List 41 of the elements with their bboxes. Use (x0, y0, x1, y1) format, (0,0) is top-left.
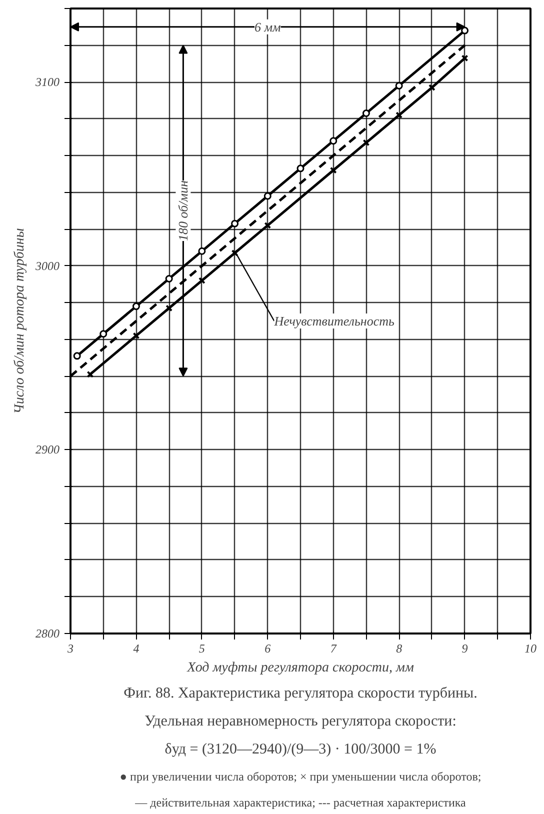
point (73, 352, 81, 360)
annotation: 6 мм (254, 19, 281, 34)
point (428, 84, 436, 92)
point (198, 247, 206, 255)
x-tick-label: 8 (396, 642, 402, 656)
point (264, 222, 272, 229)
point (132, 332, 140, 340)
point (166, 304, 173, 312)
x-tick-label: 5 (198, 642, 205, 656)
x-tick-label: 9 (462, 642, 468, 656)
point (330, 137, 338, 145)
point (231, 250, 238, 256)
point (264, 192, 272, 200)
annotation: Нечувствительность (273, 314, 394, 328)
point (395, 82, 403, 90)
text: δуд = (3120—2940)/(9—3) · 100/3000 = 1% (164, 742, 436, 758)
point (330, 166, 337, 174)
y-tick-label: 2800 (36, 626, 60, 640)
point (461, 26, 469, 34)
point (231, 220, 239, 228)
point (198, 277, 206, 284)
y-tick-label: 2900 (36, 442, 60, 457)
x-tick-label: 7 (330, 642, 338, 656)
text: Фиг. 88. Характеристика регулятора скорости турбины. Удельная неравномерность регулятора скорости: (124, 686, 478, 730)
text: ● при увеличении числа оборотов; × при уменьшении числа оборотов; — действительная характеристика; --- расчетная характеристика (120, 770, 482, 810)
y-tick-label: 3100 (34, 75, 60, 90)
x-tick-label: 10 (524, 642, 536, 656)
point (296, 164, 304, 172)
annotation: 180 об/мин (176, 180, 191, 241)
point (165, 274, 173, 282)
point (396, 112, 403, 119)
point (100, 330, 108, 338)
y-tick-label: 3000 (34, 258, 60, 273)
point (362, 139, 370, 146)
point (362, 110, 370, 118)
x-axis-title: Ход муфты регулятора скорости, мм (186, 660, 414, 676)
x-tick-label: 4 (133, 642, 140, 656)
x-tick-label: 6 (264, 642, 271, 656)
x-tick-label: 3 (66, 642, 74, 656)
point (132, 302, 140, 310)
y-axis-title: Число об/мин ротора турбины (12, 228, 28, 414)
